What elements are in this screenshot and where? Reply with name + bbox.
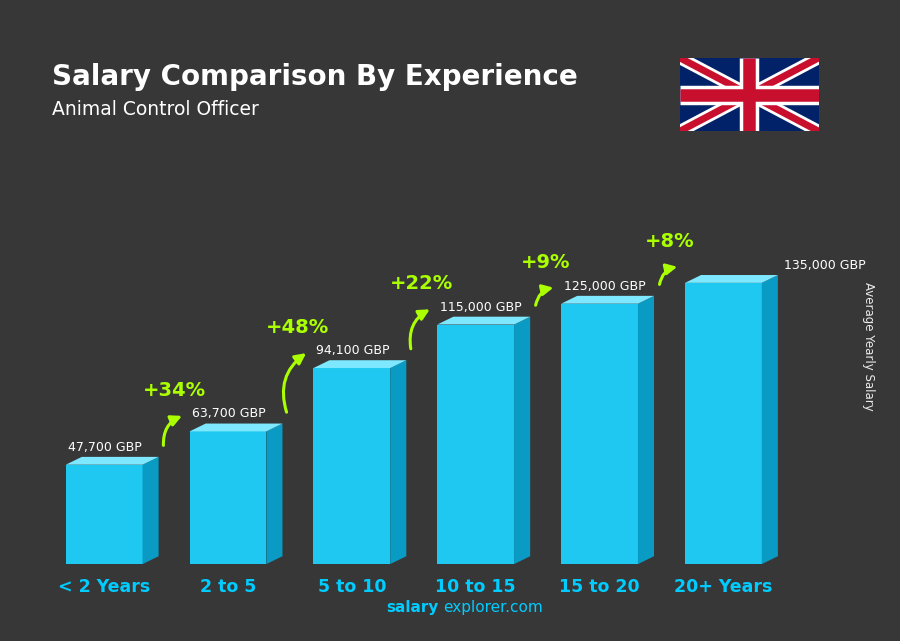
Text: 125,000 GBP: 125,000 GBP bbox=[563, 280, 645, 293]
Polygon shape bbox=[391, 360, 406, 564]
Bar bbox=[66, 465, 142, 564]
Text: 94,100 GBP: 94,100 GBP bbox=[316, 344, 390, 357]
Text: +9%: +9% bbox=[521, 253, 571, 272]
Polygon shape bbox=[66, 457, 158, 465]
Polygon shape bbox=[313, 360, 406, 368]
Polygon shape bbox=[437, 317, 530, 324]
Polygon shape bbox=[685, 275, 778, 283]
Bar bbox=[561, 304, 638, 564]
Text: +48%: +48% bbox=[266, 317, 329, 337]
Bar bbox=[313, 368, 391, 564]
Text: +8%: +8% bbox=[644, 232, 694, 251]
Text: 115,000 GBP: 115,000 GBP bbox=[440, 301, 521, 313]
Polygon shape bbox=[638, 296, 654, 564]
Polygon shape bbox=[561, 296, 654, 304]
Text: +22%: +22% bbox=[391, 274, 454, 293]
Text: 135,000 GBP: 135,000 GBP bbox=[784, 259, 866, 272]
Bar bbox=[685, 283, 761, 564]
Text: Average Yearly Salary: Average Yearly Salary bbox=[862, 282, 875, 410]
Polygon shape bbox=[761, 275, 778, 564]
Text: Salary Comparison By Experience: Salary Comparison By Experience bbox=[52, 63, 578, 91]
Polygon shape bbox=[266, 424, 283, 564]
Polygon shape bbox=[514, 317, 530, 564]
Bar bbox=[190, 431, 266, 564]
Bar bbox=[437, 324, 514, 564]
Text: explorer.com: explorer.com bbox=[444, 600, 544, 615]
Polygon shape bbox=[190, 424, 283, 431]
Text: +34%: +34% bbox=[142, 381, 206, 400]
Text: Animal Control Officer: Animal Control Officer bbox=[52, 100, 259, 119]
Text: 47,700 GBP: 47,700 GBP bbox=[68, 441, 142, 454]
Polygon shape bbox=[142, 457, 158, 564]
Text: salary: salary bbox=[386, 600, 438, 615]
Text: 63,700 GBP: 63,700 GBP bbox=[192, 408, 266, 420]
